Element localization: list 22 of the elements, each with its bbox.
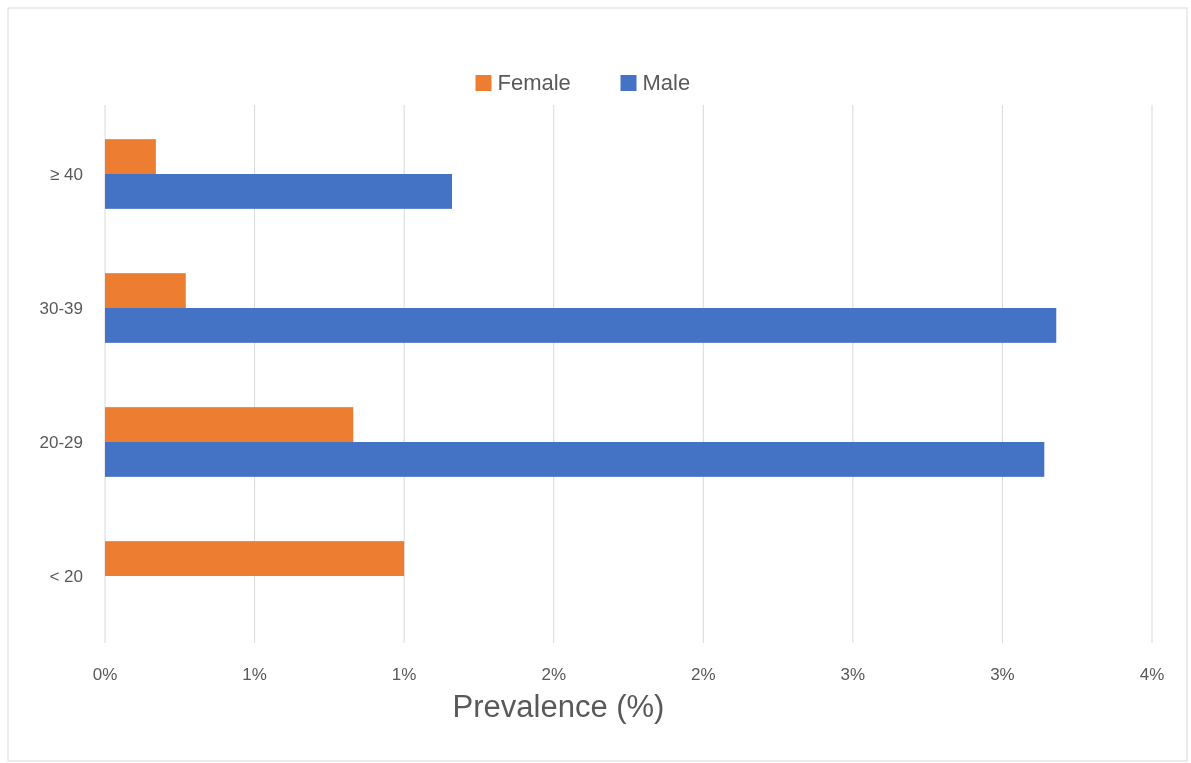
x-tick-label: 0%	[92, 665, 118, 684]
bar	[105, 541, 405, 576]
bar	[105, 139, 156, 174]
x-tick-label: 1%	[391, 665, 417, 684]
legend-label: Female	[497, 70, 571, 95]
bar	[105, 308, 1057, 343]
x-tick-label: 1%	[242, 665, 267, 684]
bar	[105, 407, 354, 442]
x-tick-label: 3%	[840, 665, 866, 684]
y-tick-label: 20-29	[39, 433, 83, 452]
bar	[105, 174, 453, 209]
bar	[105, 273, 186, 308]
x-tick-label: 3%	[990, 665, 1015, 684]
y-tick-label: 30-39	[39, 299, 83, 318]
x-axis-title: Prevalence (%)	[452, 689, 665, 724]
x-tick-label: 4%	[1139, 665, 1165, 684]
x-tick-label: 2%	[541, 665, 566, 684]
bar	[105, 442, 1045, 477]
y-tick-label: ≥ 40	[50, 165, 83, 184]
y-tick-label: < 20	[49, 567, 83, 586]
legend-label: Male	[642, 70, 691, 95]
x-tick-label: 2%	[691, 665, 716, 684]
